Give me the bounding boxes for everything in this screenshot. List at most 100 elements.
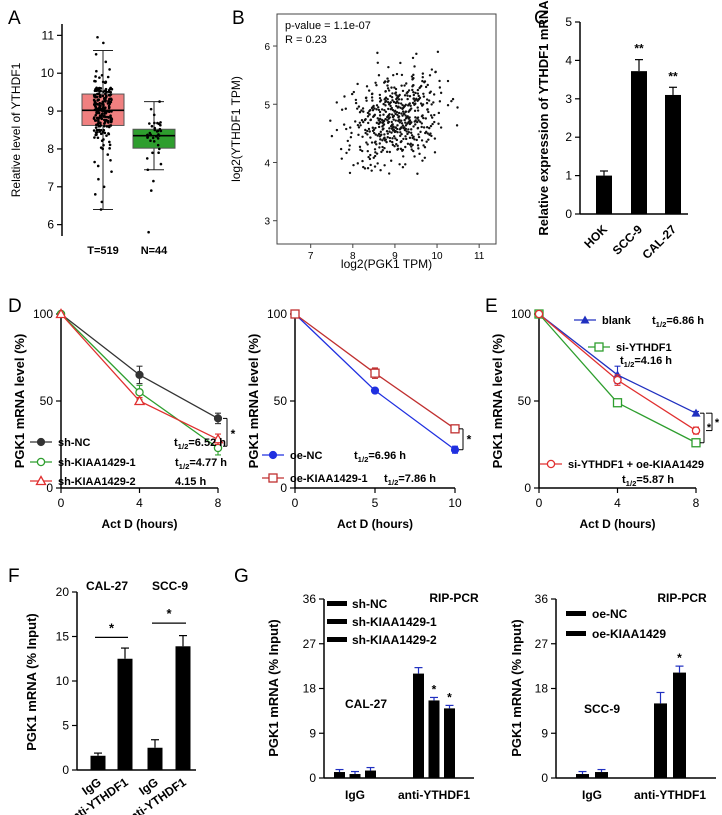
panel-a-point — [102, 185, 106, 189]
panel-b-point — [389, 101, 393, 104]
panel-b-point — [416, 117, 419, 120]
panel-a-point — [159, 162, 163, 166]
panel-b-point — [428, 126, 431, 130]
panel-e-y-tick-label: 50 — [518, 394, 532, 408]
panel-a-point — [98, 76, 101, 79]
panel-b-point — [367, 121, 370, 125]
panel-b-point — [388, 130, 391, 133]
panel-a-point — [148, 122, 151, 125]
panel-g1-legend-swatch — [327, 637, 347, 642]
panel-d2-half-life: t1/2=7.86 h — [384, 473, 436, 487]
panel-b-point — [400, 119, 403, 122]
panel-b-point — [424, 117, 428, 120]
panel-a-point — [99, 146, 103, 149]
panel-b-point — [396, 148, 399, 151]
panel-a-point — [104, 120, 107, 123]
panel-b-point — [411, 143, 414, 147]
panel-a-point — [159, 129, 163, 133]
panel-a-y-tick-label: 10 — [41, 66, 55, 80]
panel-b-point — [391, 115, 395, 118]
panel-b-point — [410, 134, 414, 137]
panel-e-legend-point — [546, 459, 556, 469]
panel-b-point — [357, 105, 361, 108]
panel-g1-title: RIP-PCR — [429, 591, 479, 605]
panel-b-point — [365, 141, 368, 144]
panel-a-point — [94, 87, 98, 91]
panel-a-point — [96, 92, 99, 96]
panel-f-bar — [117, 658, 133, 770]
panel-b-point — [400, 112, 403, 115]
panel-b-point — [394, 101, 398, 105]
panel-d1-point — [135, 388, 144, 397]
panel-b-point — [455, 124, 459, 127]
panel-b-point — [368, 130, 371, 133]
panel-b-y-tick-label: 4 — [264, 158, 270, 169]
panel-b-point — [361, 149, 364, 153]
panel-b-x-tick-label: 11 — [474, 251, 485, 262]
panel-d1-point — [213, 414, 223, 423]
panel-b-point — [383, 146, 386, 150]
panel-b-point — [392, 118, 395, 121]
panel-b-point — [425, 98, 429, 101]
panel-b-point — [417, 133, 420, 136]
panel-c-y-tick-label: 5 — [565, 15, 572, 29]
panel-b-point — [403, 94, 407, 97]
panel-b-point — [399, 140, 402, 144]
panel-d2-point — [290, 309, 300, 319]
panel-b-point — [406, 94, 409, 97]
panel-b-point — [386, 98, 389, 101]
panel-b-point — [383, 164, 386, 167]
panel-b-point — [394, 126, 398, 129]
panel-b-point — [414, 119, 417, 122]
panel-d1-y-tick-label: 100 — [33, 307, 53, 321]
panel-b-y-tick-label: 5 — [264, 100, 270, 111]
panel-b-point — [361, 135, 364, 138]
panel-b-point — [392, 100, 396, 104]
panel-e-half-life: t1/2=6.86 h — [652, 315, 704, 329]
panel-a-point — [102, 90, 105, 93]
panel-g1-y-tick-label: 27 — [303, 637, 317, 651]
panel-f-significance: * — [109, 620, 115, 635]
panel-g1-bar — [444, 708, 455, 778]
panel-b-point — [339, 147, 343, 151]
panel-b-point — [416, 99, 419, 102]
panel-c-y-tick-label: 4 — [565, 53, 572, 67]
panel-b-point — [371, 109, 375, 112]
panel-b-point — [400, 98, 403, 101]
panel-g1-annotation: CAL-27 — [345, 697, 387, 711]
panel-b-point — [393, 145, 396, 148]
panel-b-point — [400, 132, 403, 136]
panel-b-point — [369, 118, 373, 121]
panel-b-y-tick-label: 3 — [264, 217, 270, 228]
panel-a-point — [97, 128, 101, 132]
panel-g1-bar — [365, 770, 376, 778]
panel-b-point — [397, 98, 401, 101]
panel-f-y-tick-label: 10 — [56, 674, 70, 688]
panel-b-point — [345, 127, 348, 131]
panel-b-point — [391, 140, 394, 144]
panel-b-point — [394, 137, 397, 140]
panel-g2-legend-swatch — [566, 611, 586, 616]
panel-d1-legend-label: sh-KIAA1429-1 — [58, 457, 136, 469]
panel-b-point — [384, 110, 388, 114]
panel-a-point — [97, 177, 100, 181]
panel-b-point — [406, 142, 410, 145]
panel-b-point — [416, 109, 420, 112]
panel-b-point — [410, 145, 413, 148]
panel-a-point — [105, 95, 108, 98]
panel-a-point — [107, 132, 110, 135]
panel-d1-y-tick-label: 0 — [46, 481, 53, 495]
panel-b-point — [418, 152, 421, 156]
panel-b-point — [386, 115, 389, 119]
half-life-t: t — [622, 474, 626, 486]
panel-f-group-label: SCC-9 — [152, 579, 188, 593]
panel-b-point — [411, 77, 414, 81]
panel-a-point — [104, 87, 108, 91]
panel-b-point — [424, 130, 428, 134]
panel-a-point — [96, 164, 100, 168]
panel-b-point — [396, 144, 399, 148]
half-life-sub: 1/2 — [388, 478, 399, 487]
panel-b-point — [379, 120, 382, 124]
panel-a-point — [103, 81, 107, 85]
